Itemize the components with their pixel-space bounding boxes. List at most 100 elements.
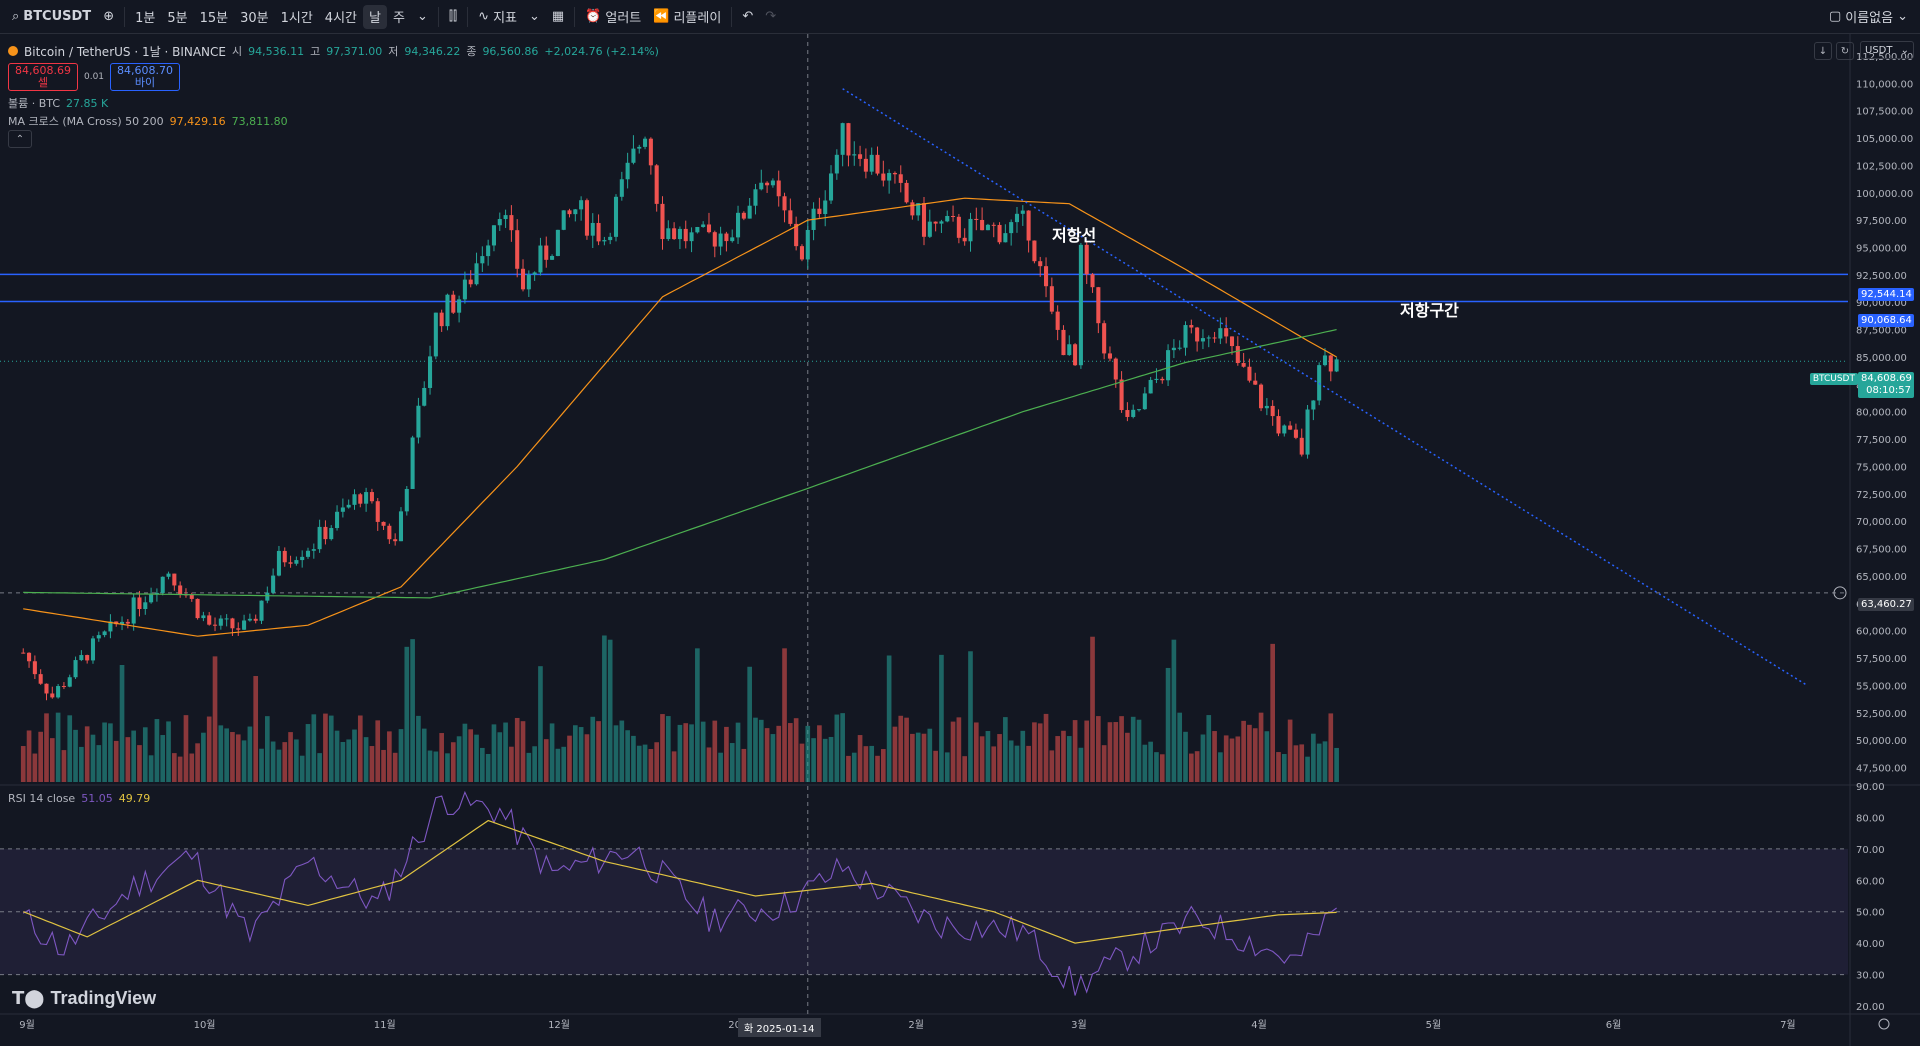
candle-body xyxy=(1055,311,1060,330)
candle-body xyxy=(834,154,839,174)
undo-button[interactable]: ↶ xyxy=(736,5,759,29)
candle-body xyxy=(1305,409,1310,455)
candle-body xyxy=(550,255,555,260)
volume-bar xyxy=(1229,738,1235,782)
candle-body xyxy=(706,224,712,233)
volume-bar xyxy=(1130,716,1136,782)
high-value: 97,371.00 xyxy=(326,44,383,58)
open-label: 시 xyxy=(231,45,243,58)
volume-bar xyxy=(247,726,253,782)
candle-body xyxy=(980,219,985,231)
templates-button[interactable]: ▦ xyxy=(546,5,570,29)
candle-body xyxy=(428,356,433,388)
arrow-down-icon[interactable]: ↓ xyxy=(1814,42,1832,60)
volume-bar xyxy=(561,746,567,782)
buy-button[interactable]: 84,608.70 바이 xyxy=(110,63,181,91)
candle-body xyxy=(933,221,938,224)
sell-label: 셀 xyxy=(37,76,49,89)
candle-body xyxy=(625,162,630,180)
volume-bar xyxy=(241,740,247,782)
volume-bar xyxy=(125,737,131,782)
volume-bar xyxy=(1003,717,1008,782)
interval-4h[interactable]: 4시간 xyxy=(324,11,357,26)
volume-bar xyxy=(817,725,822,782)
rsi-legend: RSI 14 close 51.05 49.79 xyxy=(8,792,150,805)
volume-bar xyxy=(695,648,700,782)
indicators-button[interactable]: ∿ 지표 xyxy=(472,5,523,29)
candle-body xyxy=(364,492,369,504)
volume-bar xyxy=(282,742,288,782)
volume-bar xyxy=(939,654,944,782)
interval-15m[interactable]: 15분 xyxy=(199,11,229,26)
volume-bar xyxy=(410,639,415,782)
candle-body xyxy=(1096,287,1101,324)
time-tick-label: 4월 xyxy=(1251,1019,1267,1031)
candle-body xyxy=(393,539,398,542)
volume-bar xyxy=(753,717,758,782)
volume-bar xyxy=(985,731,991,782)
volume-bar xyxy=(1177,712,1183,782)
volume-bar xyxy=(1270,643,1276,782)
candle-body xyxy=(817,208,822,215)
replay-button[interactable]: ⏪ 리플레이 xyxy=(647,5,727,29)
redo-button[interactable]: ↷ xyxy=(759,5,782,29)
volume-bar xyxy=(1276,752,1281,782)
interval-dropdown[interactable]: ⌄ xyxy=(411,5,434,29)
candle-body xyxy=(108,621,113,632)
rsi-ma-value: 49.79 xyxy=(118,792,151,805)
chart-type-button[interactable]: ⫿⫿ xyxy=(443,5,463,29)
legend-collapse-button[interactable]: ⌃ xyxy=(8,130,32,148)
rsi-tick-label: 60.00 xyxy=(1856,876,1885,887)
sell-button[interactable]: 84,608.69 셀 xyxy=(8,63,78,91)
candle-body xyxy=(404,488,409,512)
volume-bar xyxy=(346,739,352,782)
volume-bar xyxy=(944,752,950,782)
volume-bar xyxy=(514,717,520,782)
volume-bar xyxy=(1241,720,1246,782)
indicators-dropdown[interactable]: ⌄ xyxy=(523,5,546,29)
volume-bar xyxy=(700,721,706,782)
refresh-icon[interactable]: ↻ xyxy=(1836,42,1854,60)
volume-bar xyxy=(811,738,816,782)
alert-button[interactable]: ⏰ 얼러트 xyxy=(579,5,647,29)
candle-body xyxy=(898,174,903,183)
volume-bar xyxy=(991,746,997,782)
chart-canvas[interactable]: 47,500.00 50,000.00 52,500.00 55,000.00 57,5… xyxy=(0,34,1920,1046)
candle-body xyxy=(1032,240,1037,262)
candle-body xyxy=(584,200,589,236)
candle-body xyxy=(1009,222,1014,234)
compare-symbol-button[interactable]: ⊕ xyxy=(97,5,120,29)
volume-bar xyxy=(973,722,979,782)
interval-1h[interactable]: 1시간 xyxy=(280,11,313,26)
candle-body xyxy=(311,549,316,551)
volume-bar xyxy=(288,732,293,782)
candle-body xyxy=(242,620,247,630)
volume-bar xyxy=(863,746,869,782)
volume-bar xyxy=(131,730,136,782)
interval-30m[interactable]: 30분 xyxy=(240,11,269,26)
layout-button[interactable]: ▢ 이름없음 ⌄ xyxy=(1823,5,1914,29)
volume-bar xyxy=(1311,733,1316,782)
volume-bar xyxy=(340,741,346,782)
price-tick-label: 97,500.00 xyxy=(1856,216,1907,227)
candle-body xyxy=(178,585,183,595)
volume-bar xyxy=(212,656,218,782)
currency-select[interactable]: USDT ⌄ xyxy=(1860,41,1914,59)
volume-bar xyxy=(1020,730,1026,782)
candle-body xyxy=(416,405,421,438)
candle-body xyxy=(1229,336,1235,347)
candle-body xyxy=(1044,266,1049,287)
interval-5m[interactable]: 5분 xyxy=(167,11,188,26)
volume-bar xyxy=(44,713,49,782)
price-tick-label: 105,000.00 xyxy=(1856,134,1913,145)
interval-1w[interactable]: 주 xyxy=(392,11,405,26)
volume-bar xyxy=(799,743,805,782)
volume-bar xyxy=(636,745,642,782)
symbol-search[interactable]: ⌕ BTCUSDT xyxy=(6,5,97,29)
volume-bar xyxy=(724,726,729,782)
volume-bar xyxy=(671,751,677,782)
interval-1d[interactable]: 날 xyxy=(363,4,387,29)
interval-1m[interactable]: 1분 xyxy=(135,11,156,26)
volume-bar xyxy=(1096,716,1101,782)
volume-bar xyxy=(84,726,90,782)
